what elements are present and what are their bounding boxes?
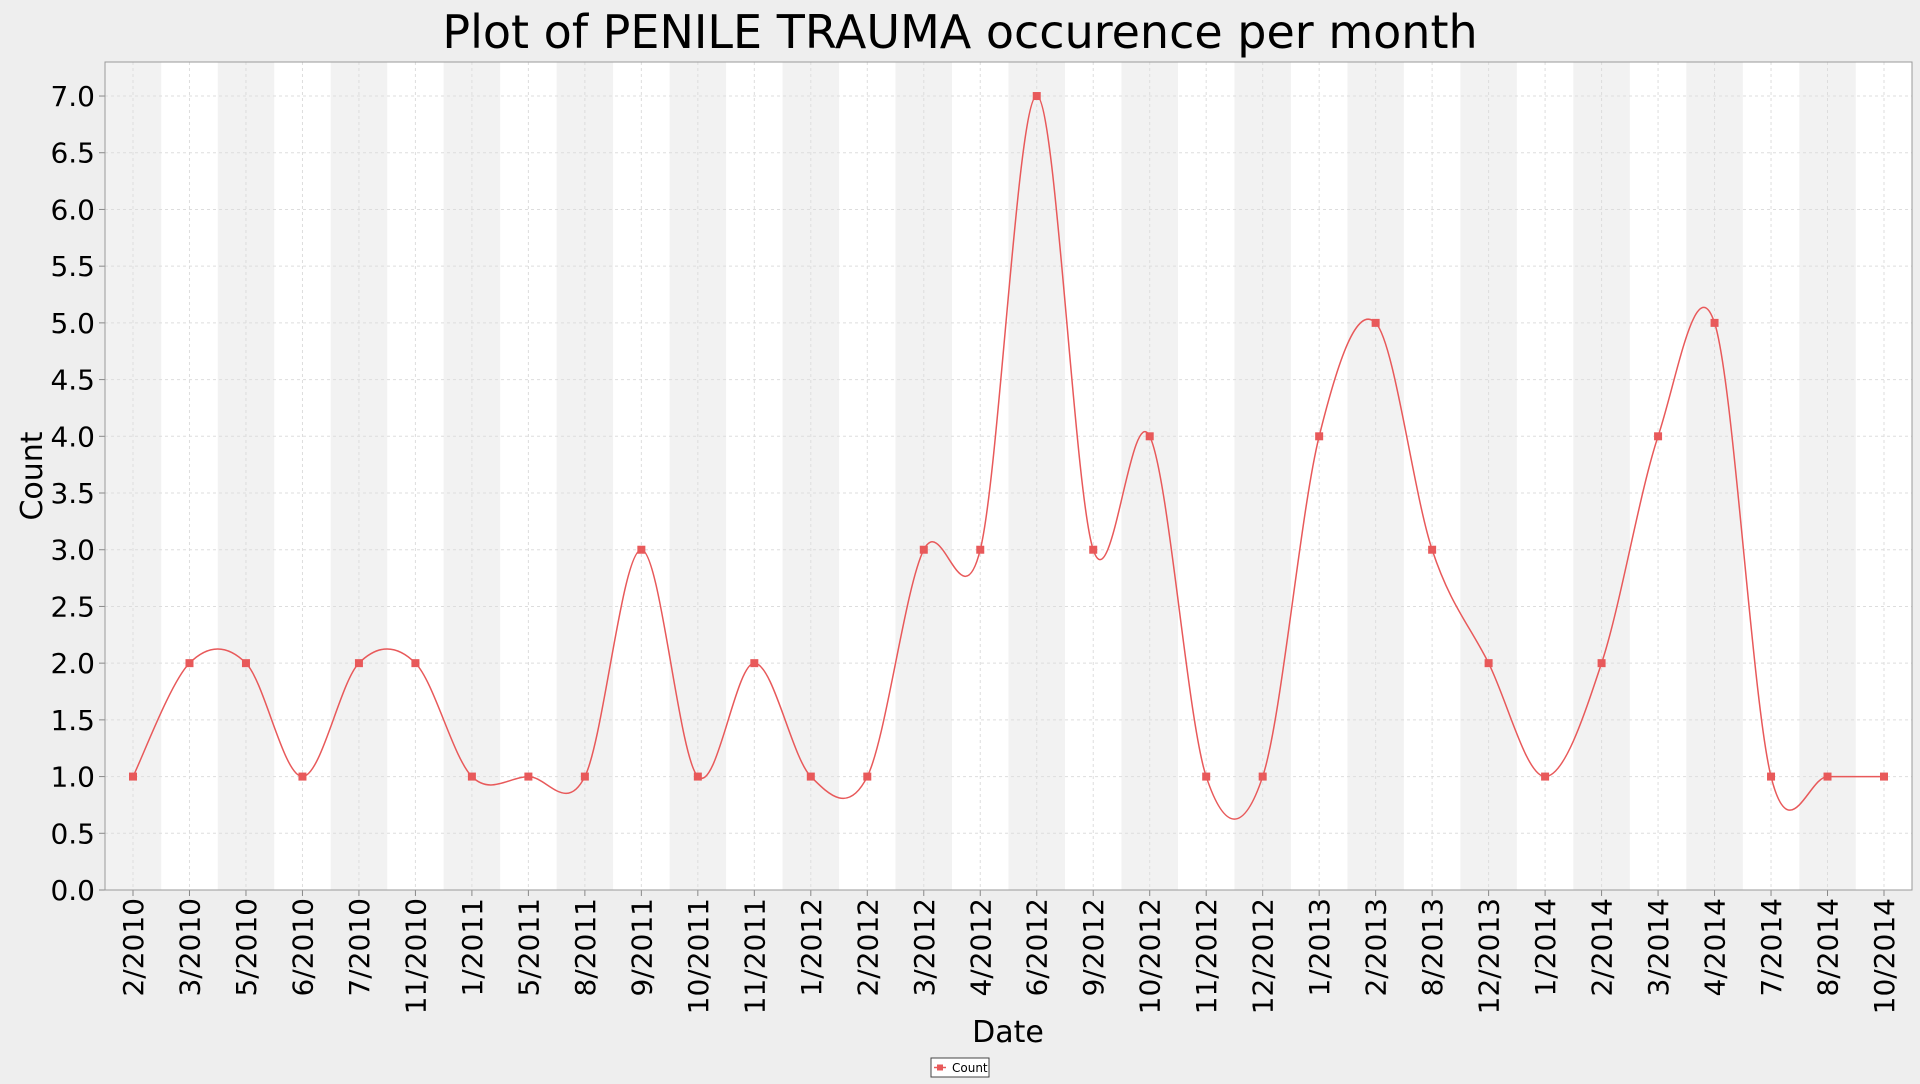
series-lines — [132, 95, 1884, 820]
data-point — [1032, 92, 1041, 101]
axis-labels: 0.0 0.5 1.0 1.5 2.0 2.5 3.0 3.5 4.0 4.5 5.0 5.5 6.0 6… — [50, 80, 1901, 1014]
y-tick-label: 7.0 — [50, 80, 95, 113]
data-point — [1371, 318, 1380, 327]
data-point — [693, 772, 702, 781]
x-tick-label: 10/2011 — [682, 898, 715, 1014]
data-point — [1654, 432, 1663, 441]
legend-label: Count — [952, 1061, 988, 1075]
x-tick-label: 8/2014 — [1812, 898, 1845, 997]
data-point — [750, 659, 759, 668]
x-tick-label: 1/2011 — [456, 898, 489, 997]
x-tick-label: 7/2014 — [1755, 898, 1788, 997]
data-point — [1710, 318, 1719, 327]
y-tick-label: 3.5 — [50, 477, 95, 510]
plot-background-bands — [105, 62, 1912, 890]
x-axis-title: Date — [972, 1015, 1044, 1050]
y-tick-label: 3.0 — [50, 534, 95, 567]
data-point — [1823, 772, 1832, 781]
x-tick-label: 11/2012 — [1190, 898, 1223, 1014]
data-point — [1202, 772, 1211, 781]
axes — [99, 61, 1913, 896]
x-tick-label: 10/2012 — [1134, 898, 1167, 1014]
y-tick-label: 2.0 — [50, 647, 95, 680]
data-point — [185, 659, 194, 668]
data-point — [976, 545, 985, 554]
x-tick-label: 2/2013 — [1360, 898, 1393, 997]
y-tick-label: 0.5 — [50, 817, 95, 850]
y-tick-label: 5.0 — [50, 307, 95, 340]
data-point — [1597, 659, 1606, 668]
x-tick-label: 12/2012 — [1247, 898, 1280, 1014]
data-point — [1089, 545, 1098, 554]
data-point — [467, 772, 476, 781]
data-point — [1428, 545, 1437, 554]
x-tick-label: 2/2014 — [1586, 898, 1619, 997]
x-tick-label: 2/2012 — [851, 898, 884, 997]
chart-title: Plot of PENILE TRAUMA occurence per mont… — [442, 5, 1477, 59]
x-tick-label: 2/2010 — [117, 898, 150, 997]
data-point — [863, 772, 872, 781]
x-tick-label: 3/2010 — [173, 898, 206, 997]
data-point — [298, 772, 307, 781]
x-tick-label: 11/2010 — [399, 898, 432, 1014]
y-tick-label: 0.0 — [50, 874, 95, 907]
x-tick-label: 5/2011 — [512, 898, 545, 997]
x-tick-label: 10/2014 — [1868, 898, 1901, 1014]
data-point — [1767, 772, 1776, 781]
series-line-count — [132, 95, 1884, 820]
y-tick-label: 1.5 — [50, 704, 95, 737]
y-tick-label: 2.5 — [50, 590, 95, 623]
legend-box — [930, 1057, 990, 1078]
x-tick-label: 4/2014 — [1699, 898, 1732, 997]
x-tick-label: 1/2012 — [795, 898, 828, 997]
x-tick-label: 7/2010 — [343, 898, 376, 997]
x-tick-label: 3/2014 — [1642, 898, 1675, 997]
data-points — [129, 92, 1888, 781]
data-point — [1258, 772, 1267, 781]
y-axis-title: Count — [15, 431, 50, 520]
data-point — [919, 545, 928, 554]
data-point — [806, 772, 815, 781]
x-tick-label: 12/2013 — [1473, 898, 1506, 1014]
y-tick-label: 4.0 — [50, 420, 95, 453]
x-tick-label: 9/2011 — [625, 898, 658, 997]
gridlines — [105, 62, 1912, 891]
x-tick-label: 4/2012 — [964, 898, 997, 997]
data-point — [129, 772, 137, 781]
data-point — [1880, 772, 1888, 781]
x-tick-label: 6/2010 — [286, 898, 319, 997]
x-tick-label: 1/2014 — [1529, 898, 1562, 997]
x-tick-label: 9/2012 — [1077, 898, 1110, 997]
data-point — [411, 659, 420, 668]
data-point — [1145, 432, 1154, 441]
data-point — [1315, 432, 1324, 441]
legend-marker — [937, 1064, 943, 1071]
x-tick-label: 6/2012 — [1021, 898, 1054, 997]
x-tick-label: 5/2010 — [230, 898, 263, 997]
data-point — [241, 659, 250, 668]
y-tick-label: 5.5 — [50, 250, 95, 283]
data-point — [524, 772, 533, 781]
data-point — [580, 772, 589, 781]
data-point — [637, 545, 646, 554]
x-tick-label: 11/2011 — [738, 898, 771, 1014]
y-tick-label: 1.0 — [50, 761, 95, 794]
x-tick-label: 1/2013 — [1303, 898, 1336, 997]
x-tick-label: 8/2013 — [1416, 898, 1449, 997]
plot-border — [104, 61, 1913, 891]
data-point — [354, 659, 363, 668]
data-point — [1484, 659, 1493, 668]
x-tick-label: 3/2012 — [908, 898, 941, 997]
x-tick-label: 8/2011 — [569, 898, 602, 997]
data-point — [1541, 772, 1550, 781]
legend: Count — [930, 1057, 990, 1078]
y-tick-label: 6.5 — [50, 137, 95, 170]
y-tick-label: 6.0 — [50, 193, 95, 226]
y-tick-label: 4.5 — [50, 364, 95, 397]
